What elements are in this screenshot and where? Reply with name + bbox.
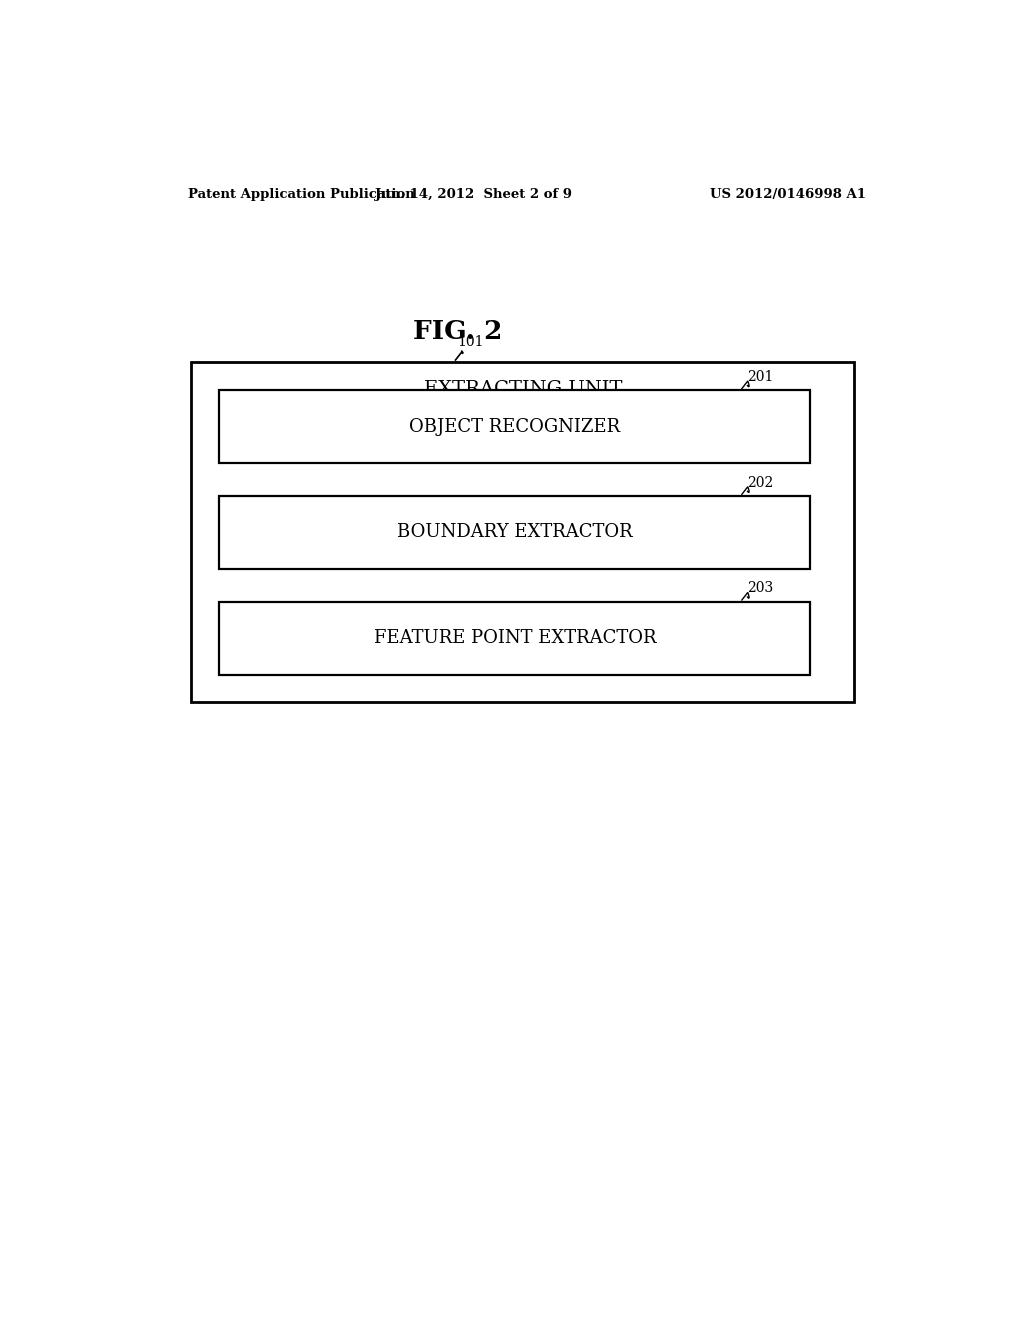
Text: FIG. 2: FIG. 2 bbox=[413, 318, 502, 343]
Bar bbox=[219, 496, 811, 569]
Text: BOUNDARY EXTRACTOR: BOUNDARY EXTRACTOR bbox=[397, 524, 633, 541]
Text: 101: 101 bbox=[458, 335, 484, 350]
Text: 202: 202 bbox=[748, 475, 773, 490]
Text: FEATURE POINT EXTRACTOR: FEATURE POINT EXTRACTOR bbox=[374, 630, 656, 647]
Bar bbox=[219, 391, 811, 463]
Bar bbox=[191, 362, 854, 702]
Text: Jun. 14, 2012  Sheet 2 of 9: Jun. 14, 2012 Sheet 2 of 9 bbox=[375, 189, 571, 202]
Text: EXTRACTING UNIT: EXTRACTING UNIT bbox=[424, 380, 622, 397]
Bar bbox=[219, 602, 811, 675]
Text: Patent Application Publication: Patent Application Publication bbox=[187, 189, 415, 202]
Text: 203: 203 bbox=[748, 581, 773, 595]
Text: OBJECT RECOGNIZER: OBJECT RECOGNIZER bbox=[410, 417, 621, 436]
Text: 201: 201 bbox=[748, 370, 773, 384]
Text: US 2012/0146998 A1: US 2012/0146998 A1 bbox=[710, 189, 866, 202]
